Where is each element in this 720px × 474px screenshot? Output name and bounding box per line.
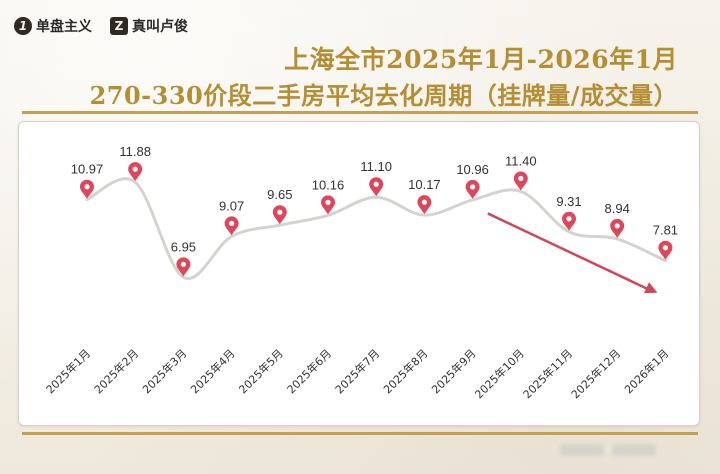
x-tick-label: 2025年5月 [236, 346, 286, 396]
data-label: 9.65 [267, 187, 292, 202]
chart-title: 上海全市2025年1月-2026年1月 [284, 45, 678, 74]
footer-blur-b [612, 444, 656, 456]
data-label: 10.16 [312, 177, 345, 192]
x-tick-label: 2025年10月 [472, 346, 527, 401]
data-point-pin-hole [518, 175, 524, 182]
top-divider [22, 111, 698, 114]
x-tick-label: 2025年3月 [139, 346, 189, 396]
danpan-logo-icon: 1 [14, 17, 32, 35]
data-point-pin-hole [132, 166, 138, 172]
data-label: 8.94 [605, 201, 630, 216]
x-tick-label: 2025年7月 [332, 346, 382, 396]
data-point-pin-hole [84, 184, 90, 190]
x-tick-label: 2025年8月 [380, 346, 430, 396]
data-point-pin-hole [229, 220, 235, 227]
data-label: 7.81 [653, 223, 678, 238]
data-label: 9.07 [219, 198, 244, 213]
brand-zhenjiao-label: 真叫卢俊 [132, 19, 188, 35]
brand-danpan-label: 单盘主义 [36, 19, 92, 35]
x-tick-label: 2025年11月 [520, 346, 575, 401]
footer-watermark [560, 444, 680, 462]
data-point-pin-hole [421, 199, 427, 205]
trend-arrow-head [643, 282, 658, 294]
data-label: 11.10 [360, 159, 392, 174]
brand-danpan: 1 单盘主义 [14, 16, 92, 36]
data-point-pin-hole [325, 199, 331, 205]
x-tick-label: 2025年1月 [43, 346, 93, 396]
data-point-pin-hole [470, 184, 476, 190]
data-point-pin-hole [662, 245, 669, 251]
series-line [85, 177, 667, 281]
trend-arrow-shaft [487, 212, 652, 292]
data-label: 11.88 [119, 144, 151, 159]
x-tick-label: 2026年1月 [621, 346, 671, 396]
chart-subtitle: 270-330价段二手房平均去化周期（挂牌量/成交量） [89, 81, 678, 110]
brand-zhenjiao: Z 真叫卢俊 [110, 16, 188, 36]
chart-card: 10.97 11.88 6.95 9.07 9.65 10.16 11.10 10.17 10.… [18, 121, 700, 426]
data-label: 10.96 [456, 162, 489, 177]
brand-bar: 1 单盘主义 Z 真叫卢俊 [14, 16, 188, 36]
data-point-pin-hole [277, 209, 283, 215]
footer-blur-a [560, 444, 604, 456]
data-point-pin-hole [566, 216, 572, 222]
bottom-divider [22, 432, 698, 435]
x-tick-label: 2025年6月 [284, 346, 334, 396]
x-tick-label: 2025年12月 [568, 346, 623, 401]
data-label: 9.31 [556, 194, 581, 209]
data-label: 6.95 [171, 239, 196, 254]
line-chart: 10.97 11.88 6.95 9.07 9.65 10.16 11.10 10.17 10.… [43, 144, 678, 401]
x-tick-label: 2025年2月 [91, 346, 141, 396]
zhenjiao-logo-icon: Z [110, 17, 128, 35]
data-point-pin-hole [373, 181, 379, 187]
data-point-pin-hole [180, 261, 186, 267]
data-label: 11.40 [505, 153, 537, 168]
data-point-pin-hole [614, 223, 620, 229]
x-tick-label: 2025年9月 [429, 346, 479, 396]
x-tick-label: 2025年4月 [188, 346, 238, 396]
data-label: 10.97 [71, 162, 104, 177]
data-label: 10.17 [408, 177, 441, 192]
